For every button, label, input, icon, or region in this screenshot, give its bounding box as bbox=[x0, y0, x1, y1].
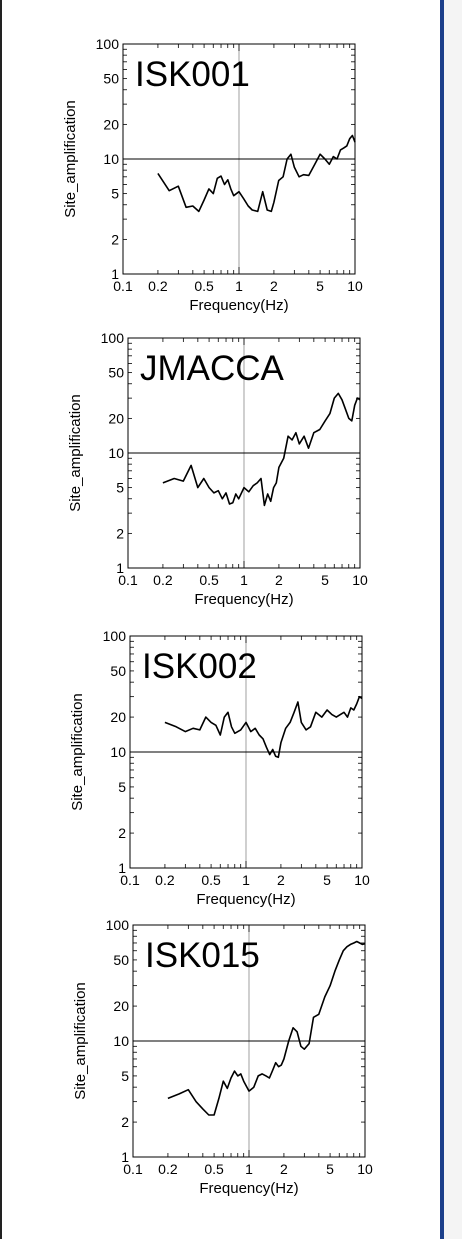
y-tick-label: 50 bbox=[103, 71, 119, 87]
y-tick-label: 2 bbox=[121, 1114, 129, 1130]
series-line bbox=[157, 134, 356, 213]
x-tick-label: 0.2 bbox=[153, 572, 173, 588]
y-tick-label: 100 bbox=[101, 330, 125, 346]
chart-jmacca: 0.1 0.2 0.5 1 2 5 10 1 2 5 10 20 50 100 Frequency(Hz) S… bbox=[67, 330, 368, 608]
y-axis-label: Site_amplification bbox=[62, 100, 79, 218]
y-tick-label: 5 bbox=[116, 480, 124, 496]
x-axis-label: Frequency(Hz) bbox=[196, 891, 295, 908]
y-tick-label: 20 bbox=[108, 410, 124, 426]
y-tick-label: 100 bbox=[96, 36, 120, 52]
y-tick-label: 20 bbox=[113, 998, 129, 1014]
x-tick-label: 0.2 bbox=[148, 278, 168, 294]
series-line bbox=[164, 695, 363, 759]
y-tick-label: 50 bbox=[113, 952, 129, 968]
x-axis-label: Frequency(Hz) bbox=[199, 1180, 298, 1197]
y-tick-label: 10 bbox=[108, 445, 124, 461]
x-tick-label: 0.1 bbox=[120, 872, 140, 888]
y-tick-label: 2 bbox=[111, 231, 119, 247]
y-tick-label: 50 bbox=[110, 663, 126, 679]
y-tick-label: 10 bbox=[103, 151, 119, 167]
y-axis-label: Site_amplification bbox=[69, 693, 86, 811]
y-tick-label: 2 bbox=[116, 525, 124, 541]
y-axis-label: Site_amplification bbox=[67, 394, 84, 512]
x-tick-label: 10 bbox=[354, 872, 370, 888]
x-axis-label: Frequency(Hz) bbox=[194, 591, 293, 608]
x-tick-label: 2 bbox=[275, 572, 283, 588]
series-line bbox=[162, 392, 361, 507]
x-tick-label: 1 bbox=[245, 1161, 253, 1177]
x-tick-label: 5 bbox=[321, 572, 329, 588]
x-tick-label: 1 bbox=[235, 278, 243, 294]
x-axis-label: Frequency(Hz) bbox=[189, 297, 288, 314]
charts-canvas: 0.1 0.2 0.5 1 2 5 10 1 2 5 10 20 50 100 Frequency(Hz) S… bbox=[62, 36, 373, 1197]
y-tick-label: 1 bbox=[111, 266, 119, 282]
x-tick-label: 0.1 bbox=[123, 1161, 143, 1177]
x-tick-label: 5 bbox=[323, 872, 331, 888]
x-tick-label: 5 bbox=[326, 1161, 334, 1177]
right-window-strip bbox=[444, 0, 462, 1239]
x-tick-label: 2 bbox=[270, 278, 278, 294]
y-tick-label: 100 bbox=[103, 628, 127, 644]
x-tick-label: 0.5 bbox=[199, 572, 219, 588]
x-tick-label: 10 bbox=[357, 1161, 373, 1177]
x-tick-label: 2 bbox=[280, 1161, 288, 1177]
left-frame-border bbox=[0, 0, 2, 1239]
chart-isk015: 0.1 0.2 0.5 1 2 5 10 1 2 5 10 20 50 100 Frequency(Hz) S… bbox=[72, 917, 373, 1197]
station-title: JMACCA bbox=[140, 349, 285, 388]
y-tick-label: 100 bbox=[106, 917, 130, 933]
chart-isk001: 0.1 0.2 0.5 1 2 5 10 1 2 5 10 20 50 100 Frequency(Hz) S… bbox=[62, 36, 363, 314]
x-tick-label: 5 bbox=[316, 278, 324, 294]
x-tick-label: 0.5 bbox=[194, 278, 214, 294]
y-tick-label: 10 bbox=[113, 1033, 129, 1049]
y-tick-label: 1 bbox=[116, 560, 124, 576]
y-tick-label: 5 bbox=[111, 186, 119, 202]
y-tick-label: 1 bbox=[121, 1149, 129, 1165]
y-tick-label: 20 bbox=[103, 116, 119, 132]
y-axis-label: Site_amplification bbox=[72, 982, 89, 1100]
x-tick-label: 10 bbox=[347, 278, 363, 294]
y-tick-label: 20 bbox=[110, 709, 126, 725]
x-tick-label: 0.1 bbox=[118, 572, 138, 588]
x-tick-label: 0.2 bbox=[158, 1161, 178, 1177]
x-tick-label: 0.1 bbox=[113, 278, 133, 294]
station-title: ISK001 bbox=[135, 55, 250, 94]
x-tick-label: 0.2 bbox=[155, 872, 175, 888]
x-tick-label: 1 bbox=[242, 872, 250, 888]
y-tick-label: 50 bbox=[108, 365, 124, 381]
series-line bbox=[167, 940, 366, 1116]
right-frame-border bbox=[440, 0, 444, 1239]
chart-isk002: 0.1 0.2 0.5 1 2 5 10 1 2 5 10 20 50 100 Frequency(Hz) S… bbox=[69, 628, 370, 908]
station-title: ISK002 bbox=[142, 647, 257, 686]
station-title: ISK015 bbox=[145, 936, 260, 975]
x-tick-label: 1 bbox=[240, 572, 248, 588]
x-tick-label: 0.5 bbox=[201, 872, 221, 888]
y-tick-label: 2 bbox=[118, 825, 126, 841]
y-tick-label: 1 bbox=[118, 860, 126, 876]
x-tick-label: 0.5 bbox=[204, 1161, 224, 1177]
y-tick-label: 5 bbox=[118, 779, 126, 795]
x-tick-label: 10 bbox=[352, 572, 368, 588]
y-tick-label: 10 bbox=[110, 744, 126, 760]
y-tick-label: 5 bbox=[121, 1068, 129, 1084]
x-tick-label: 2 bbox=[277, 872, 285, 888]
